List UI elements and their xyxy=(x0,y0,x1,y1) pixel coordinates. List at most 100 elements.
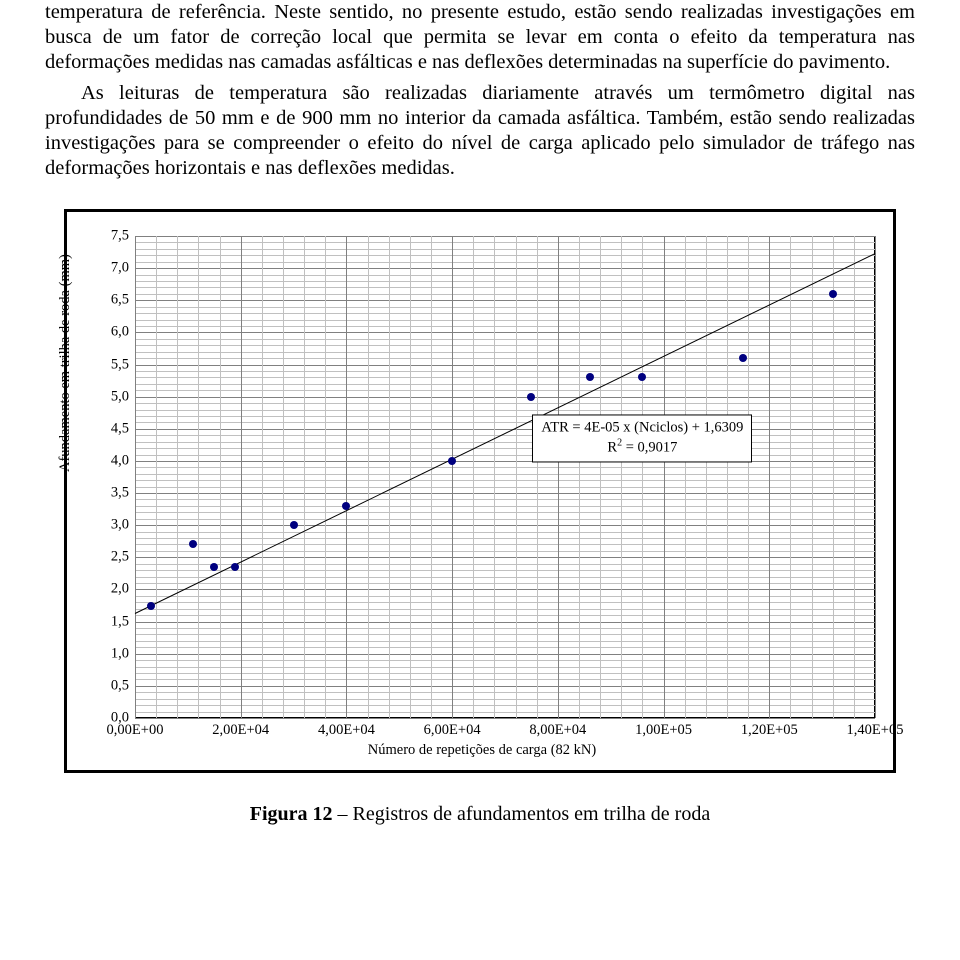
gridline-x-minor xyxy=(706,236,707,718)
paragraph-1: temperatura de referência. Neste sentido… xyxy=(45,0,915,75)
data-point xyxy=(527,393,535,401)
data-point xyxy=(342,502,350,510)
gridline-x-major xyxy=(346,236,347,718)
gridline-y-minor xyxy=(135,467,875,468)
gridline-y-major xyxy=(135,654,875,655)
gridline-y-minor xyxy=(135,474,875,475)
gridline-y-minor xyxy=(135,410,875,411)
gridline-y-minor xyxy=(135,660,875,661)
gridline-y-minor xyxy=(135,519,875,520)
gridline-y-major xyxy=(135,236,875,237)
gridline-y-minor xyxy=(135,551,875,552)
gridline-y-minor xyxy=(135,692,875,693)
data-point xyxy=(829,290,837,298)
gridline-x-minor xyxy=(600,236,601,718)
gridline-x-minor xyxy=(812,236,813,718)
y-tick-label: 4,5 xyxy=(85,420,129,437)
gridline-x-major xyxy=(135,236,136,718)
data-point xyxy=(638,373,646,381)
gridline-x-minor xyxy=(389,236,390,718)
gridline-y-major xyxy=(135,300,875,301)
gridline-y-minor xyxy=(135,499,875,500)
gridline-x-minor xyxy=(494,236,495,718)
gridline-y-minor xyxy=(135,583,875,584)
gridline-y-minor xyxy=(135,609,875,610)
gridline-x-major xyxy=(452,236,453,718)
y-tick-label: 7,0 xyxy=(85,260,129,277)
y-axis-label: Afundamento em trilha de roda (mm) xyxy=(57,254,74,472)
x-tick-label: 1,40E+05 xyxy=(847,722,904,739)
gridline-y-major xyxy=(135,493,875,494)
gridline-y-minor xyxy=(135,435,875,436)
gridline-y-minor xyxy=(135,544,875,545)
gridline-y-major xyxy=(135,461,875,462)
gridline-x-minor xyxy=(262,236,263,718)
gridline-y-minor xyxy=(135,358,875,359)
data-point xyxy=(448,457,456,465)
gridline-y-minor xyxy=(135,532,875,533)
gridline-y-major xyxy=(135,365,875,366)
gridline-y-minor xyxy=(135,679,875,680)
gridline-y-minor xyxy=(135,564,875,565)
gridline-y-minor xyxy=(135,596,875,597)
gridline-y-minor xyxy=(135,320,875,321)
gridline-y-major xyxy=(135,718,875,719)
gridline-y-major xyxy=(135,589,875,590)
y-tick-label: 3,5 xyxy=(85,485,129,502)
gridline-y-minor xyxy=(135,294,875,295)
gridline-x-minor xyxy=(685,236,686,718)
gridline-x-minor xyxy=(325,236,326,718)
gridline-x-minor xyxy=(198,236,199,718)
gridline-y-minor xyxy=(135,339,875,340)
gridline-y-minor xyxy=(135,326,875,327)
gridline-y-minor xyxy=(135,673,875,674)
gridline-x-minor xyxy=(748,236,749,718)
gridline-x-minor xyxy=(854,236,855,718)
gridline-y-minor xyxy=(135,577,875,578)
gridline-x-minor xyxy=(516,236,517,718)
gridline-y-minor xyxy=(135,281,875,282)
data-point xyxy=(189,540,197,548)
gridline-y-minor xyxy=(135,448,875,449)
gridline-y-minor xyxy=(135,242,875,243)
x-tick-label: 4,00E+04 xyxy=(318,722,375,739)
gridline-y-minor xyxy=(135,352,875,353)
gridline-y-major xyxy=(135,525,875,526)
y-tick-label: 6,5 xyxy=(85,292,129,309)
gridline-y-minor xyxy=(135,345,875,346)
gridline-y-minor xyxy=(135,371,875,372)
chart-frame: Afundamento em trilha de roda (mm) ATR =… xyxy=(64,209,896,773)
plot-area: ATR = 4E-05 x (Nciclos) + 1,6309R2 = 0,9… xyxy=(135,236,875,718)
gridline-y-minor xyxy=(135,615,875,616)
gridline-y-major xyxy=(135,429,875,430)
data-point xyxy=(147,602,155,610)
equation-box: ATR = 4E-05 x (Nciclos) + 1,6309R2 = 0,9… xyxy=(532,415,752,462)
gridline-y-minor xyxy=(135,705,875,706)
gridline-y-minor xyxy=(135,512,875,513)
gridline-y-major xyxy=(135,268,875,269)
gridline-y-minor xyxy=(135,416,875,417)
gridline-y-minor xyxy=(135,487,875,488)
gridline-y-minor xyxy=(135,422,875,423)
y-tick-label: 2,0 xyxy=(85,581,129,598)
gridline-x-minor xyxy=(537,236,538,718)
gridline-x-minor xyxy=(368,236,369,718)
gridline-x-major xyxy=(875,236,876,718)
gridline-y-minor xyxy=(135,313,875,314)
gridline-y-minor xyxy=(135,538,875,539)
x-axis-label: Número de repetições de carga (82 kN) xyxy=(79,742,885,759)
gridline-x-minor xyxy=(177,236,178,718)
gridline-y-minor xyxy=(135,442,875,443)
gridline-x-major xyxy=(769,236,770,718)
figure-text: – Registros de afundamentos em trilha de… xyxy=(333,803,711,825)
equation-line2: R2 = 0,9017 xyxy=(541,437,743,456)
gridline-y-minor xyxy=(135,647,875,648)
y-tick-label: 6,0 xyxy=(85,324,129,341)
gridline-y-minor xyxy=(135,255,875,256)
x-tick-label: 0,00E+00 xyxy=(107,722,164,739)
x-tick-label: 2,00E+04 xyxy=(212,722,269,739)
gridline-x-minor xyxy=(410,236,411,718)
gridline-y-major xyxy=(135,397,875,398)
gridline-y-minor xyxy=(135,634,875,635)
gridline-y-minor xyxy=(135,262,875,263)
